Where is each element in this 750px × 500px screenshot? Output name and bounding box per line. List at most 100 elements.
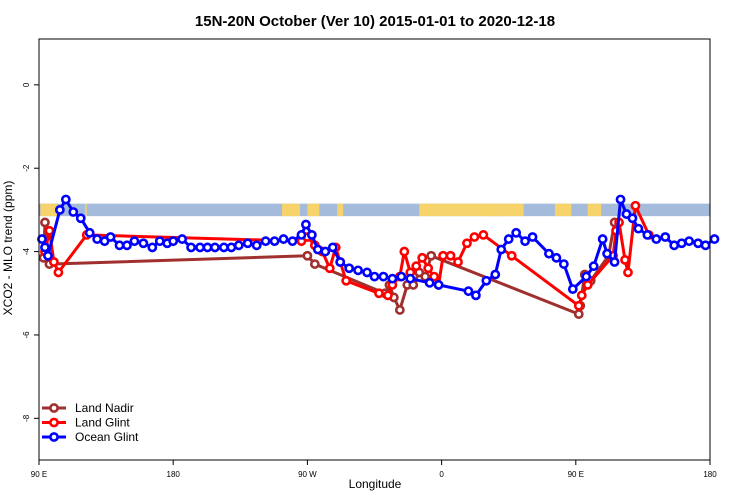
data-point	[353, 265, 363, 276]
data-point	[129, 236, 140, 247]
data-point	[573, 300, 584, 311]
data-point	[287, 236, 298, 247]
data-point	[251, 240, 262, 251]
x-tick-label: 180	[167, 470, 181, 479]
data-point	[341, 275, 352, 286]
legend-item: Land Nadir	[42, 401, 134, 415]
x-axis: 90 E 180 90 W 0 90 E 180	[31, 460, 717, 479]
data-point	[582, 280, 593, 290]
data-point	[168, 236, 179, 247]
data-point	[627, 213, 638, 224]
series-ocean-glint	[37, 194, 720, 301]
data-point	[378, 271, 389, 282]
data-point	[573, 309, 584, 320]
data-point	[551, 252, 562, 263]
land-segment	[587, 203, 602, 217]
data-point	[383, 290, 393, 301]
y-tick-label: -6	[22, 331, 31, 339]
data-point	[630, 200, 641, 211]
data-point	[105, 232, 116, 242]
data-point	[49, 257, 59, 267]
data-point	[503, 234, 514, 244]
data-point	[154, 236, 165, 247]
data-point	[40, 242, 50, 253]
data-point	[53, 267, 64, 278]
data-point	[633, 223, 644, 234]
chart-title: 15N-20N October (Ver 10) 2015-01-01 to 2…	[195, 13, 555, 30]
data-point	[470, 290, 481, 301]
data-point	[558, 259, 569, 269]
data-point	[399, 246, 410, 257]
y-axis: 0 -2 -4 -6 -8	[22, 82, 39, 422]
data-point	[411, 261, 422, 272]
data-point	[302, 250, 313, 261]
data-point	[490, 269, 501, 280]
land-segment	[419, 203, 502, 217]
data-point	[520, 236, 531, 247]
y-tick-label: -4	[22, 247, 31, 255]
data-point	[453, 257, 463, 267]
legend-item: Land Glint	[42, 416, 130, 430]
y-tick-label: -8	[22, 414, 31, 422]
x-tick-label: 90 E	[568, 470, 584, 479]
x-tick-label: 90 W	[298, 470, 317, 479]
data-point	[423, 263, 434, 274]
data-point	[445, 250, 456, 261]
data-point	[462, 238, 472, 249]
data-point	[544, 248, 554, 259]
data-point	[114, 240, 125, 251]
data-point	[260, 236, 271, 247]
data-point	[54, 205, 65, 215]
data-point	[202, 242, 213, 253]
data-point	[660, 232, 671, 242]
data-point	[68, 207, 79, 217]
legend-marker	[49, 432, 59, 442]
data-point	[210, 242, 220, 253]
x-tick-label: 90 E	[31, 470, 47, 479]
data-point	[177, 234, 188, 244]
data-point	[669, 240, 680, 251]
data-point	[693, 238, 703, 249]
data-point	[567, 284, 578, 294]
data-point	[511, 227, 522, 238]
data-point	[269, 236, 280, 247]
land-segment	[282, 203, 300, 217]
data-point	[327, 242, 338, 253]
data-point	[301, 219, 311, 230]
data-point	[369, 271, 380, 282]
data-point	[620, 255, 630, 265]
data-point	[684, 236, 695, 247]
data-point	[602, 248, 613, 259]
data-point	[438, 250, 448, 261]
legend-marker	[49, 417, 59, 428]
data-point	[75, 213, 86, 224]
legend-label: Land Nadir	[75, 401, 134, 415]
data-point	[597, 234, 608, 244]
data-point	[37, 234, 47, 244]
land-segment	[490, 203, 524, 217]
data-point	[506, 250, 517, 261]
data-point	[60, 194, 71, 205]
ocean-band	[39, 203, 710, 217]
data-point	[463, 286, 474, 297]
data-point	[84, 227, 95, 238]
data-point	[426, 250, 437, 261]
data-point	[478, 230, 489, 240]
data-point	[309, 259, 320, 269]
data-point	[609, 257, 620, 267]
land-segment	[307, 203, 320, 217]
legend-label: Ocean Glint	[75, 430, 139, 444]
data-point	[324, 263, 335, 274]
x-axis-label: Longitude	[349, 477, 402, 491]
data-point	[433, 280, 444, 290]
data-point	[362, 267, 372, 278]
data-point	[335, 257, 346, 267]
data-point	[700, 240, 711, 251]
data-point	[296, 230, 307, 240]
land-segment	[40, 203, 57, 217]
data-point	[242, 238, 253, 249]
y-tick-label: 0	[22, 82, 31, 87]
data-point	[374, 288, 384, 299]
y-axis-label: XCO2 - MLO trend (ppm)	[1, 181, 15, 316]
